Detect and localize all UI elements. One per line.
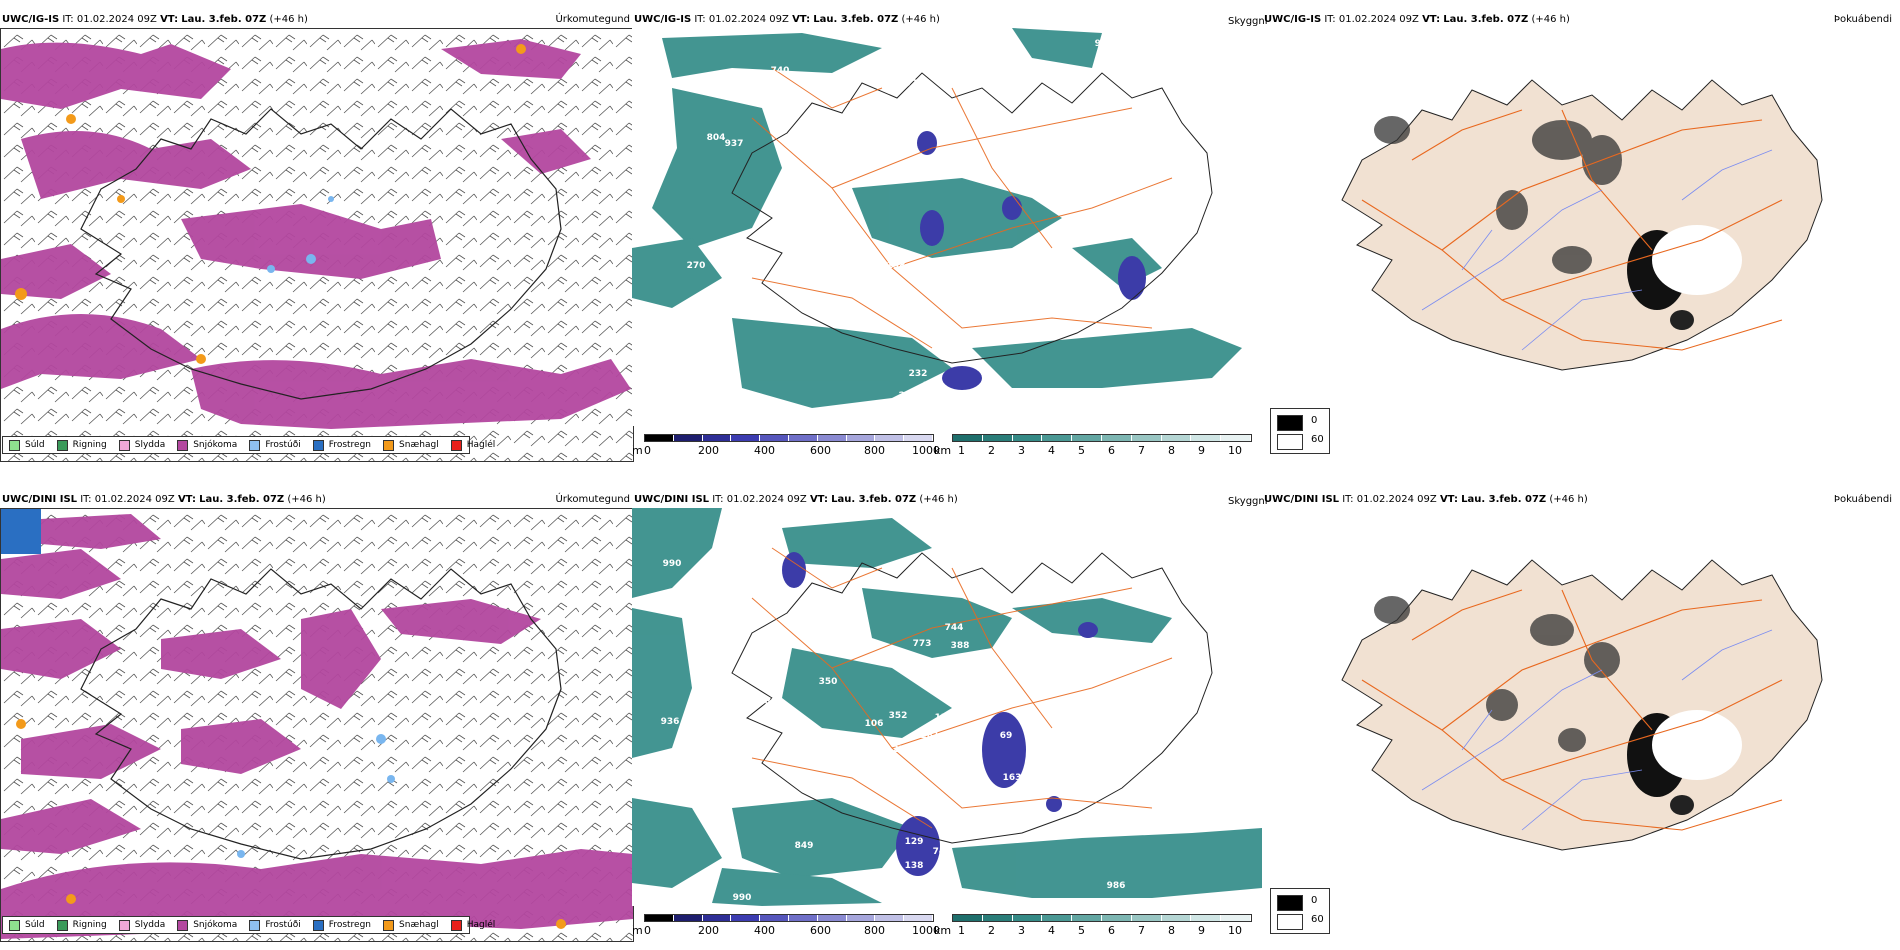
precip-map	[0, 28, 634, 462]
svg-text:867: 867	[783, 243, 802, 253]
svg-text:804: 804	[707, 133, 726, 143]
legend-item-snaehagl: Snæhagl	[383, 439, 439, 451]
svg-text:744: 744	[945, 623, 964, 633]
svg-text:110: 110	[863, 266, 882, 276]
svg-text:388: 388	[951, 641, 970, 651]
row-2-fog-panel: UWC/DINI ISL IT: 01.02.2024 09Z VT: Lau.…	[1262, 492, 1900, 944]
svg-text:887: 887	[751, 519, 770, 529]
legend-item-sudd: Súld	[9, 919, 45, 931]
fog-legend: 0 60	[1270, 408, 1330, 454]
svg-text:102: 102	[937, 261, 956, 271]
row-2-visibility-panel: UWC/DINI ISL IT: 01.02.2024 09Z VT: Lau.…	[632, 492, 1262, 944]
svg-text:138: 138	[905, 861, 924, 871]
precip-type-legend: Súld Rigning Slydda Snjókoma Frostúði Fr…	[2, 436, 495, 454]
svg-text:270: 270	[687, 261, 706, 271]
svg-text:313: 313	[987, 266, 1006, 276]
legend-item-haglel: Haglél	[450, 919, 495, 931]
svg-text:123: 123	[935, 713, 954, 723]
panel-title: UWC/IG-IS IT: 01.02.2024 09Z VT: Lau. 3.…	[2, 14, 308, 25]
svg-text:467: 467	[1037, 681, 1056, 691]
svg-text:281: 281	[921, 731, 940, 741]
svg-text:937: 937	[725, 139, 744, 149]
svg-text:278: 278	[893, 745, 912, 755]
variable-label: Þokuábendi	[1833, 14, 1892, 25]
visibility-scale: m 0 200 400 600 800 1000 km 1 2 3 4 5 6 …	[632, 434, 1262, 460]
svg-text:123: 123	[929, 885, 948, 895]
visibility-map: 887 990 590 740 744 773 388 350 890 936 …	[632, 508, 1262, 906]
svg-text:88: 88	[798, 169, 811, 179]
svg-text:60: 60	[906, 883, 919, 893]
svg-text:106: 106	[865, 719, 884, 729]
visibility-scale: m 0 200 400 600 800 1000 km 1 2 3 4 5 6 …	[632, 914, 1262, 940]
svg-text:841: 841	[717, 253, 736, 263]
row-1-fog-panel: UWC/IG-IS IT: 01.02.2024 09Z VT: Lau. 3.…	[1262, 12, 1900, 464]
legend-item-frostudi: Frostúði	[249, 439, 301, 451]
legend-item-snjokoma: Snjókoma	[177, 439, 237, 451]
svg-text:940: 940	[1105, 393, 1124, 403]
legend-item-sudd: Súld	[9, 439, 45, 451]
skyggni-label: Skyggni	[1228, 16, 1268, 27]
svg-text:936: 936	[661, 717, 680, 727]
legend-item-slydda: Slydda	[118, 439, 165, 451]
svg-text:129: 129	[905, 837, 924, 847]
skyggni-label: Skyggni	[1228, 496, 1268, 507]
svg-text:352: 352	[889, 711, 908, 721]
svg-text:990: 990	[663, 559, 682, 569]
svg-text:942: 942	[659, 331, 678, 341]
row-1-precip-panel: UWC/IG-IS IT: 01.02.2024 09Z VT: Lau. 3.…	[0, 12, 634, 464]
svg-text:232: 232	[909, 369, 928, 379]
svg-text:990: 990	[733, 893, 752, 903]
svg-text:138: 138	[887, 261, 906, 271]
legend-item-frostregn: Frostregn	[312, 439, 371, 451]
fog-map	[1302, 520, 1862, 900]
svg-text:226: 226	[899, 391, 918, 401]
legend-item-snjokoma: Snjókoma	[177, 919, 237, 931]
panel-title: UWC/DINI ISL IT: 01.02.2024 09Z VT: Lau.…	[2, 494, 326, 505]
row-2-precip-panel: UWC/DINI ISL IT: 01.02.2024 09Z VT: Lau.…	[0, 492, 634, 944]
svg-text:986: 986	[1035, 73, 1054, 83]
legend-item-haglel: Haglél	[450, 439, 495, 451]
svg-text:909: 909	[1015, 395, 1034, 405]
svg-text:728: 728	[787, 261, 806, 271]
svg-text:740: 740	[771, 66, 790, 76]
svg-text:112: 112	[923, 381, 942, 391]
svg-text:914: 914	[1095, 39, 1114, 49]
svg-text:849: 849	[795, 841, 814, 851]
visibility-map: 740 977 986 804 937 88 867 841 270 728 1…	[632, 28, 1262, 426]
panel-title: UWC/IG-IS IT: 01.02.2024 09Z VT: Lau. 3.…	[1264, 14, 1570, 25]
svg-text:69: 69	[1000, 731, 1013, 741]
svg-text:986: 986	[1107, 881, 1126, 891]
svg-text:350: 350	[819, 677, 838, 687]
svg-text:163: 163	[1003, 773, 1022, 783]
panel-title: UWC/IG-IS IT: 01.02.2024 09Z VT: Lau. 3.…	[634, 14, 940, 25]
precip-type-legend: Súld Rigning Slydda Snjókoma Frostúði Fr…	[2, 916, 495, 934]
fog-map	[1302, 40, 1862, 420]
legend-item-rigning: Rigning	[56, 439, 107, 451]
variable-label: Þokuábendi	[1833, 494, 1892, 505]
svg-text:773: 773	[913, 639, 932, 649]
legend-item-slydda: Slydda	[118, 919, 165, 931]
precip-map	[0, 508, 634, 942]
svg-text:740: 740	[693, 613, 712, 623]
svg-text:890: 890	[765, 697, 784, 707]
fog-legend: 0 60	[1270, 888, 1330, 934]
panel-title: UWC/DINI ISL IT: 01.02.2024 09Z VT: Lau.…	[634, 494, 958, 505]
row-1-visibility-panel: UWC/IG-IS IT: 01.02.2024 09Z VT: Lau. 3.…	[632, 12, 1262, 464]
panel-title: UWC/DINI ISL IT: 01.02.2024 09Z VT: Lau.…	[1264, 494, 1588, 505]
svg-text:125: 125	[1007, 279, 1026, 289]
svg-text:746: 746	[933, 847, 952, 857]
variable-label: Úrkomutegund	[555, 14, 630, 25]
variable-label: Úrkomutegund	[555, 494, 630, 505]
svg-text:977: 977	[905, 79, 924, 89]
legend-item-snaehagl: Snæhagl	[383, 919, 439, 931]
legend-item-frostudi: Frostúði	[249, 919, 301, 931]
svg-text:590: 590	[727, 553, 746, 563]
legend-item-rigning: Rigning	[56, 919, 107, 931]
legend-item-frostregn: Frostregn	[312, 919, 371, 931]
